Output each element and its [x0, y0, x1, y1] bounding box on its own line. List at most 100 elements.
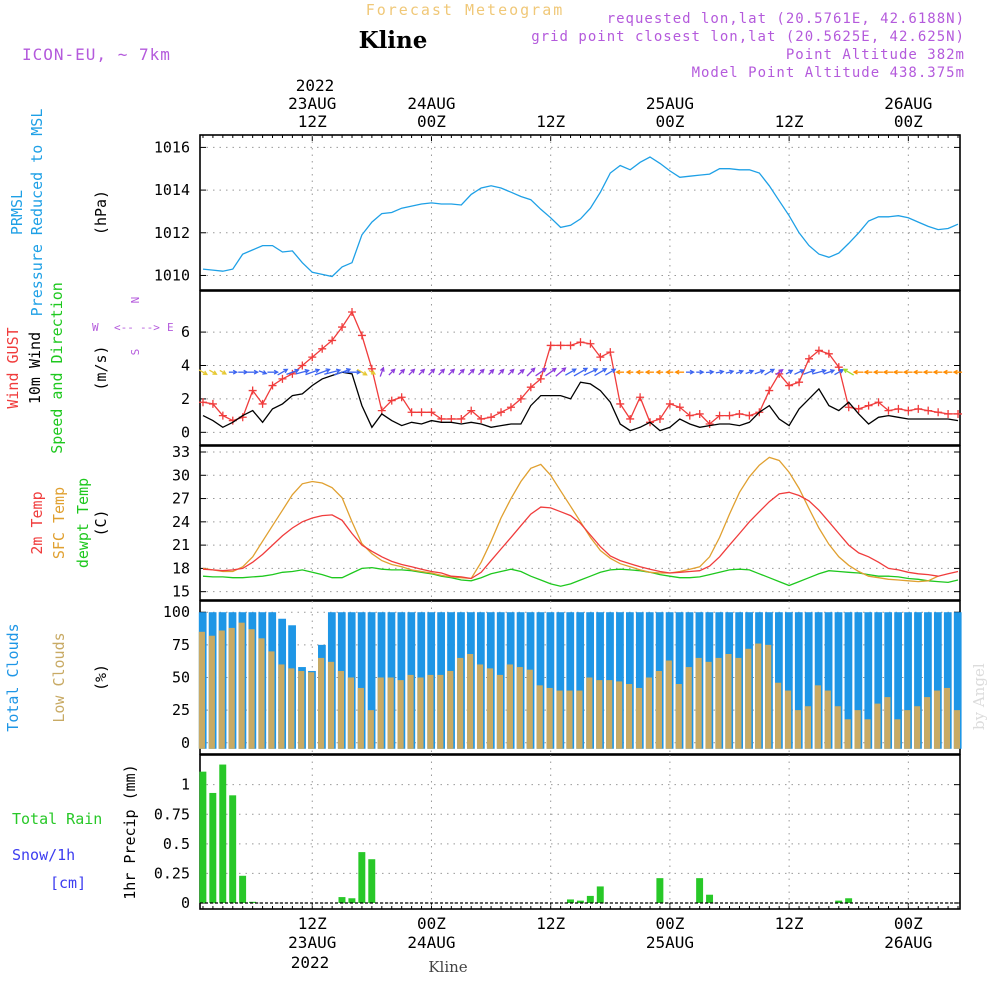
wind-arrow: [295, 369, 309, 375]
y-tick-label: 0: [181, 734, 190, 752]
bottom-hour-label: 00Z: [417, 914, 446, 933]
location-title: Kline: [359, 27, 428, 54]
rain-bar: [239, 875, 247, 903]
gust-marker: [328, 336, 337, 345]
bottom-hour-label: 00Z: [655, 914, 684, 933]
gust-marker: [268, 381, 277, 390]
wind-arrow: [803, 369, 815, 375]
low-cloud-bar: [824, 690, 831, 749]
wind-arrow-head: [942, 369, 948, 375]
gust-marker: [258, 399, 267, 408]
panel-label: [cm]: [50, 874, 86, 892]
gust-marker: [924, 406, 933, 415]
wind-arrow-head: [821, 368, 827, 374]
gust-marker: [914, 404, 923, 413]
panel-label: PRMSL: [8, 190, 26, 235]
low-cloud-bar: [476, 664, 484, 749]
low-cloud-bar: [576, 690, 583, 749]
panel-frame: [199, 134, 961, 291]
rain-bar: [229, 795, 237, 903]
y-tick-label: 25: [172, 701, 190, 719]
low-cloud-bar: [616, 681, 623, 749]
top-date-label: 26AUG: [884, 94, 932, 113]
gust-marker: [904, 406, 913, 415]
bottom-hour-label: 00Z: [894, 914, 923, 933]
wind-arrow-head: [400, 368, 406, 374]
wind-arrow-head: [362, 371, 368, 376]
low-cloud-bar: [417, 677, 424, 749]
low-cloud-bar: [288, 668, 295, 749]
total-cloud-bar: [775, 612, 783, 749]
low-cloud-bar: [924, 697, 931, 749]
wind-arrow-head: [852, 369, 858, 375]
low-cloud-bar: [337, 670, 345, 749]
total-cloud-bar: [953, 612, 962, 749]
low-cloud-bar: [933, 690, 941, 749]
panel-label: Total Rain: [12, 810, 102, 828]
low-cloud-bar: [874, 703, 881, 749]
gust-marker: [497, 408, 506, 417]
low-cloud-bar: [854, 710, 861, 749]
gust-marker: [348, 308, 356, 317]
rain-bar: [338, 897, 346, 903]
y-tick-label: 50: [172, 669, 190, 687]
rain-bar: [835, 900, 843, 903]
gust-marker: [655, 414, 664, 423]
gust-marker: [725, 411, 734, 420]
gust-marker: [357, 331, 366, 340]
wind-arrow-head: [304, 368, 310, 374]
wind-arrow-head: [221, 370, 228, 375]
y-tick-label: 1: [181, 776, 190, 794]
panel-label: Speed and Direction: [48, 282, 66, 454]
panel-frame: [199, 445, 961, 601]
low-cloud-bar: [387, 677, 394, 749]
low-cloud-bar: [457, 657, 464, 749]
gust-marker: [785, 381, 794, 390]
wind-arrow: [535, 368, 547, 377]
wind-arrow-head: [273, 369, 279, 375]
wind-arrow: [545, 368, 557, 377]
wind-arrow: [594, 368, 607, 377]
rain-bar: [845, 898, 853, 903]
gust-marker: [546, 341, 555, 350]
low-cloud-bar: [914, 706, 921, 749]
wind-panel: 0 2 4 6 (m/s) Wind GUST 10m Wind Speed and Dire…: [4, 282, 963, 454]
gust-marker: [894, 404, 903, 413]
y-tick-label: 0: [181, 894, 190, 912]
wind-arrow-head: [345, 368, 352, 373]
wind-arrow-head: [611, 368, 617, 374]
wind-arrow-head: [370, 370, 377, 375]
gust-marker: [874, 398, 883, 407]
wind-arrow-head: [674, 369, 680, 375]
y-tick-label: 18: [172, 559, 190, 577]
wind-arrow-head: [314, 368, 321, 374]
wind-arrow: [823, 369, 835, 375]
wind-arrow-head: [738, 369, 745, 375]
wind-arrow-head: [689, 369, 695, 375]
wind-arrow: [277, 368, 288, 376]
y-tick-label: 1010: [154, 266, 190, 284]
wind-arrow-head: [644, 369, 650, 375]
total-cloud-bar: [784, 612, 793, 749]
wind-arrow-head: [499, 368, 505, 374]
wind-arrow-head: [420, 368, 426, 374]
wind-arrow: [834, 369, 844, 376]
low-cloud-bar: [447, 670, 454, 749]
low-cloud-bar: [834, 706, 841, 749]
total-cloud-bar: [566, 612, 575, 749]
wind-arrow: [314, 368, 330, 376]
gust-marker: [298, 361, 307, 370]
gust-marker: [457, 414, 466, 423]
gust-marker: [626, 414, 635, 423]
total-cloud-bar: [546, 612, 555, 749]
compass-s: S: [129, 349, 142, 356]
low-cloud-bar: [625, 684, 633, 749]
low-cloud-bar: [377, 677, 384, 749]
series-line-10m-wind: [202, 371, 959, 432]
panel-label: dewpt Temp: [74, 478, 92, 568]
requested-coords: requested lon,lat (20.5761E, 42.6188N): [607, 11, 965, 27]
wind-arrow-head: [410, 368, 416, 374]
wind-arrow-head: [799, 369, 805, 374]
